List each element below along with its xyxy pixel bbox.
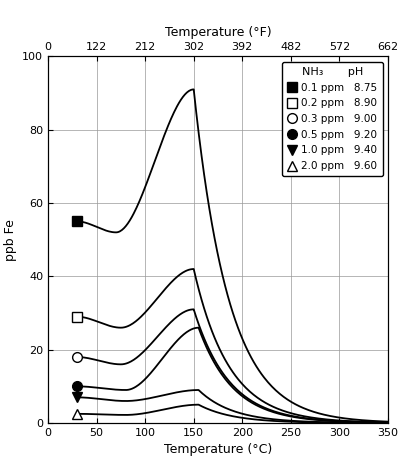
- X-axis label: Temperature (°C): Temperature (°C): [164, 443, 272, 456]
- Y-axis label: ppb Fe: ppb Fe: [4, 219, 16, 261]
- Legend: 0.1 ppm   8.75, 0.2 ppm   8.90, 0.3 ppm   9.00, 0.5 ppm   9.20, 1.0 ppm   9.40, : 0.1 ppm 8.75, 0.2 ppm 8.90, 0.3 ppm 9.00…: [282, 62, 383, 176]
- X-axis label: Temperature (°F): Temperature (°F): [165, 26, 271, 39]
